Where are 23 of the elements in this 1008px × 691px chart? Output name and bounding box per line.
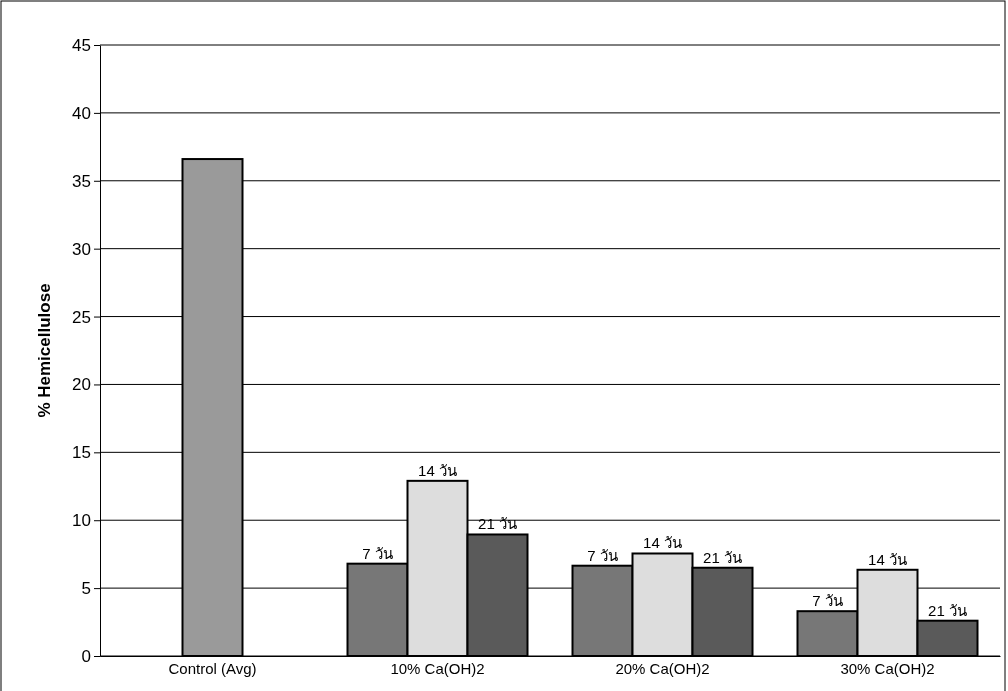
y-tick-label: 40 [72, 103, 91, 123]
y-tick-label: 35 [72, 171, 91, 191]
x-tick-label: 20% Ca(OH)2 [615, 660, 710, 677]
text: 21 วัน [928, 601, 967, 619]
series-label: 14 วัน [418, 461, 457, 479]
y-tick-label: 30 [72, 239, 91, 259]
text: 7 วัน [812, 592, 843, 610]
y-tick-label: 5 [81, 579, 91, 599]
y-tick-label: 25 [72, 307, 91, 327]
x-tick-label: 30% Ca(OH)2 [840, 660, 935, 677]
text: 21 วัน [703, 548, 742, 566]
text: 14 วัน [643, 534, 682, 552]
y-tick-label: 45 [72, 35, 91, 55]
text: 14 วัน [868, 550, 907, 568]
text: 7 วัน [587, 546, 618, 564]
x-tick-label: 10% Ca(OH)2 [390, 660, 485, 677]
y-tick-label: 10 [72, 511, 91, 531]
y-axis-title: % Hemicellulose [35, 283, 54, 418]
x-tick-label: Control (Avg) [168, 660, 257, 677]
y-tick-label: 0 [81, 646, 91, 666]
series-label: 7 วัน [362, 544, 393, 562]
y-tick-label: 20 [72, 375, 91, 395]
y-tick-label: 15 [72, 443, 91, 463]
